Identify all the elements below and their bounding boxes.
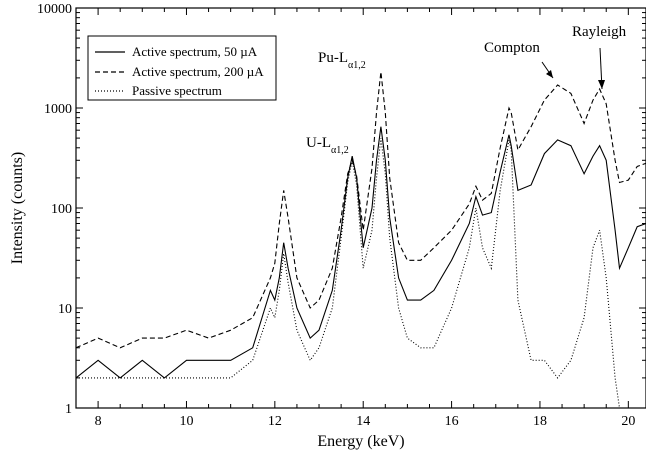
rayleigh-arrowhead [598,80,605,89]
y-tick-label: 1 [65,402,72,417]
series-line-1 [75,71,646,349]
compton-arrowhead [546,70,553,78]
legend: Active spectrum, 50 µA Active spectrum, … [87,35,277,101]
x-axis-label: Energy (keV) [317,433,404,450]
annotation-pu-l: Pu-Lα1,2 [318,50,366,71]
annotation-u-l: U-Lα1,2 [306,135,349,156]
x-tick-label: 14 [356,414,370,429]
x-tick-label: 16 [445,414,459,429]
x-axis: 8 10 12 14 16 18 20 [75,8,635,429]
y-axis-label: Intensity (counts) [9,152,26,264]
y-tick-label: 1000 [44,102,72,117]
svg-text:Pu-Lα1,2: Pu-Lα1,2 [318,50,366,71]
y-tick-label: 100 [51,202,72,217]
annotation-compton: Compton [484,40,554,79]
legend-label-200ua: Active spectrum, 200 µA [132,64,264,79]
annotation-pu-text: Pu-L [318,50,348,66]
annotation-u-text: U-L [306,135,331,151]
svg-text:Compton: Compton [484,40,540,56]
x-tick-label: 20 [621,414,635,429]
x-tick-label: 8 [95,414,102,429]
svg-text:Rayleigh: Rayleigh [572,24,627,40]
y-tick-label: 10 [58,302,72,317]
plot-area [75,71,646,409]
x-tick-label: 10 [179,414,193,429]
series-line-2 [76,138,646,409]
x-tick-label: 12 [268,414,282,429]
series-line-0 [75,126,646,379]
annotation-rayleigh: Rayleigh [572,24,627,90]
svg-text:U-Lα1,2: U-Lα1,2 [306,135,349,156]
legend-label-50ua: Active spectrum, 50 µA [132,44,258,59]
legend-box [87,35,277,101]
y-tick-label: 10000 [37,2,72,17]
x-tick-label: 18 [533,414,547,429]
y-axis: 1 10 100 1000 10000 [37,2,646,417]
annotation-u-subscript: α1,2 [331,145,349,156]
annotation-pu-subscript: α1,2 [348,60,366,71]
legend-label-passive: Passive spectrum [132,83,222,98]
